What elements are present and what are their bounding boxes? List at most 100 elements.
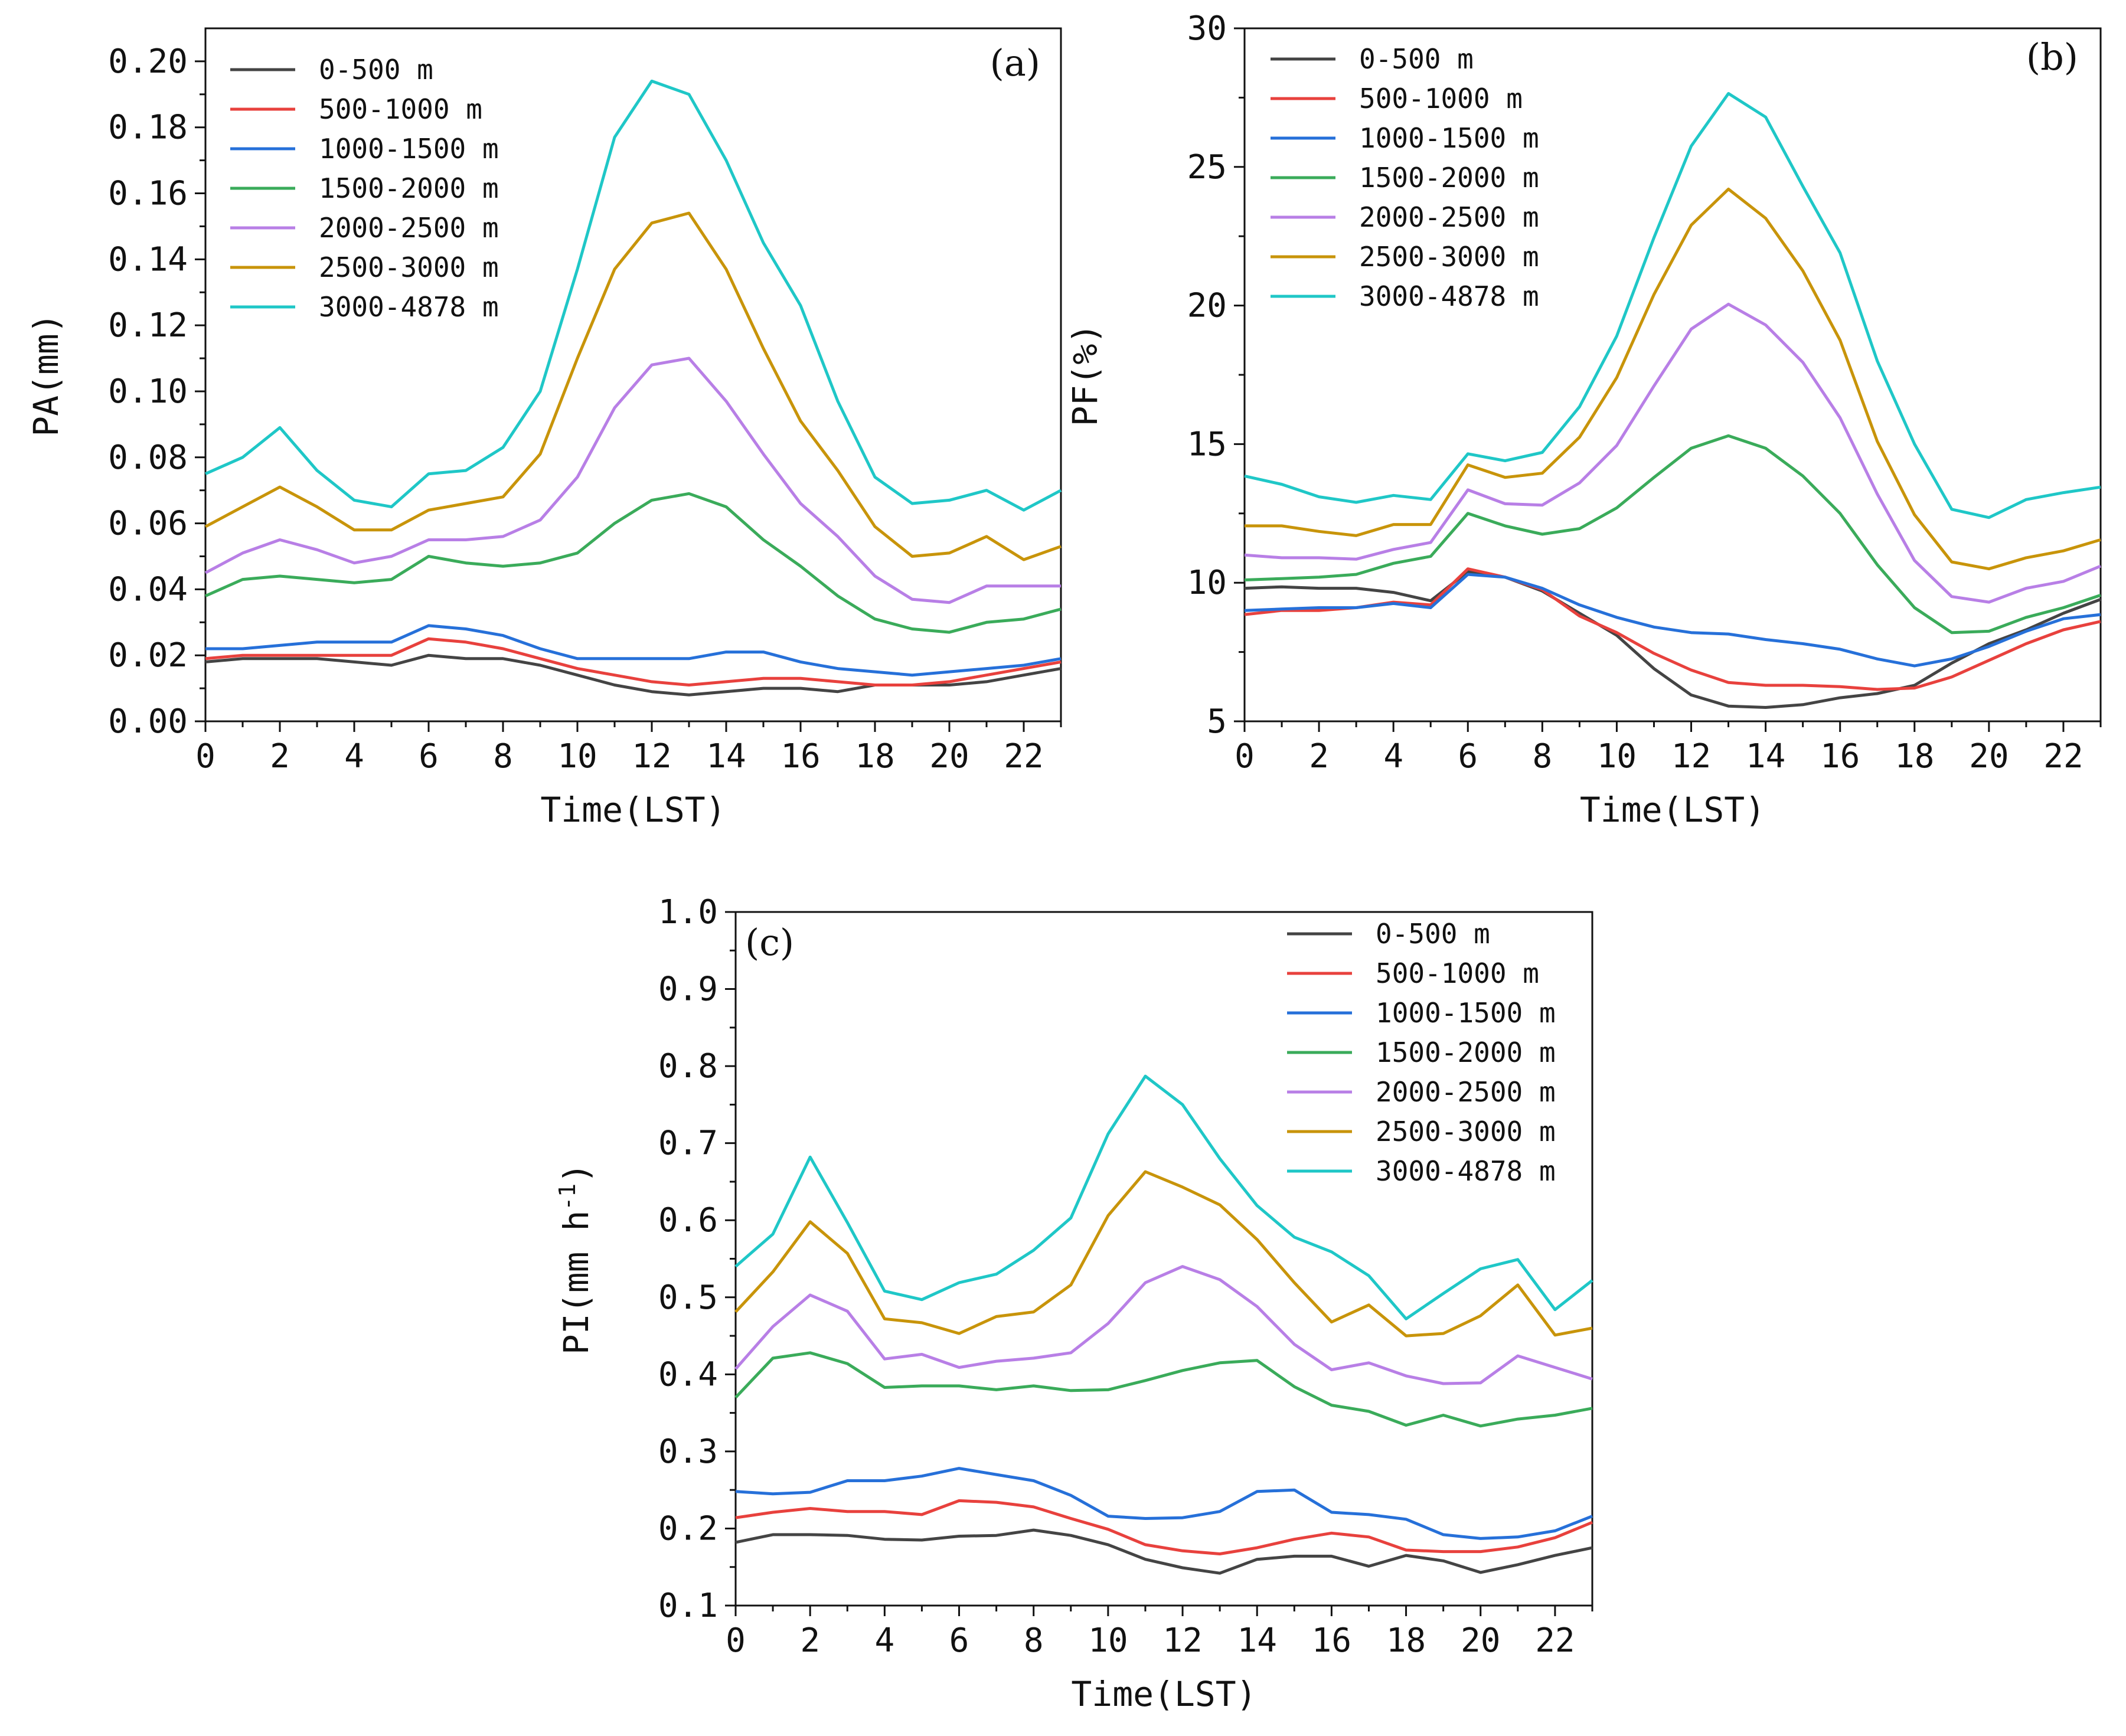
x-tick-label: 18	[1386, 1621, 1426, 1660]
x-tick-label: 12	[1671, 737, 1711, 776]
x-tick-label: 18	[855, 737, 894, 776]
series-line	[1244, 91, 2101, 519]
series-line	[204, 79, 1062, 512]
legend-label: 2500-3000 m	[319, 251, 499, 283]
legend-label: 500-1000 m	[319, 93, 482, 125]
panel-tag: (b)	[2026, 35, 2078, 79]
x-tick-label: 22	[1004, 737, 1043, 776]
legend-label: 500-1000 m	[1376, 957, 1539, 989]
series-line	[735, 1467, 1593, 1540]
x-tick-label: 2	[800, 1621, 820, 1660]
x-tick-label: 20	[929, 737, 969, 776]
x-tick-label: 0	[726, 1621, 746, 1660]
y-axis-title: PF(%)	[1065, 323, 1105, 427]
legend-label: 3000-4878 m	[319, 291, 499, 323]
panel-tag: (a)	[990, 41, 1040, 84]
legend-label: 2000-2500 m	[1376, 1076, 1556, 1108]
legend-label: 2000-2500 m	[319, 212, 499, 244]
legend-label: 2500-3000 m	[1359, 241, 1539, 273]
x-tick-label: 4	[874, 1621, 894, 1660]
y-tick-label: 0.4	[658, 1355, 718, 1394]
y-tick-label: 20	[1187, 287, 1227, 325]
x-tick-label: 16	[1312, 1621, 1351, 1660]
y-axis-title: PI(mm h-1)	[554, 1163, 596, 1355]
series-line	[1244, 302, 2101, 604]
x-tick-label: 14	[1237, 1621, 1276, 1660]
x-axis-title: Time(LST)	[1071, 1674, 1256, 1714]
legend: 0-500 m 500-1000 m 1000-1500 m 1500-2000 m 2…	[1287, 918, 1556, 1187]
legend-label: 3000-4878 m	[1359, 280, 1539, 312]
y-tick-label: 25	[1187, 148, 1227, 187]
x-tick-label: 12	[1162, 1621, 1202, 1660]
series-line	[734, 1074, 1593, 1320]
chart-panel-c: 0 2 4 6 8 10 12 14 16 18 20 22 0.1 0.2 0.3 0.4 0.5 0.6 0.7…	[554, 893, 1593, 1714]
series-line	[204, 357, 1061, 604]
legend-label: 0-500 m	[1376, 918, 1490, 950]
x-tick-label: 22	[1535, 1621, 1575, 1660]
y-tick-label: 0.02	[108, 636, 188, 675]
series-line	[205, 624, 1062, 677]
legend-label: 500-1000 m	[1359, 83, 1523, 115]
y-tick-label: 0.10	[108, 372, 188, 411]
legend: 0-500 m 500-1000 m 1000-1500 m 1500-2000 m 2…	[230, 54, 499, 323]
x-tick-label: 8	[493, 737, 513, 776]
x-tick-label: 22	[2043, 737, 2083, 776]
x-tick-label: 20	[1969, 737, 2009, 776]
y-tick-label: 0.12	[108, 306, 188, 345]
y-tick-label: 0.8	[658, 1047, 718, 1086]
series-line	[204, 211, 1062, 561]
y-tick-label: 1.0	[658, 893, 718, 931]
series-line	[734, 1170, 1593, 1338]
y-axis-title-end: )	[556, 1163, 596, 1184]
chart-panel-b: 0 2 4 6 8 10 12 14 16 18 20 22 5 10 15 20 25 30 Time(LST) P…	[1065, 9, 2102, 830]
legend-label: 0-500 m	[319, 54, 433, 86]
series-line	[1244, 570, 2101, 709]
legend-label: 1500-2000 m	[319, 172, 499, 204]
x-tick-label: 14	[1746, 737, 1785, 776]
y-tick-label: 0.18	[108, 109, 188, 147]
x-tick-label: 2	[1309, 737, 1329, 776]
y-tick-label: 0.1	[658, 1587, 718, 1625]
y-tick-label: 15	[1187, 425, 1227, 463]
x-axis-title: Time(LST)	[1580, 790, 1765, 830]
x-tick-label: 4	[344, 737, 364, 776]
series-line	[1244, 434, 2101, 635]
series-line	[205, 637, 1062, 686]
x-tick-label: 6	[1458, 737, 1478, 776]
y-axis-title-superscript: -1	[554, 1184, 580, 1211]
legend-label: 1500-2000 m	[1359, 162, 1539, 194]
x-tick-label: 14	[706, 737, 746, 776]
y-tick-label: 0.20	[108, 42, 188, 81]
x-tick-label: 10	[1088, 1621, 1128, 1660]
x-tick-label: 16	[1820, 737, 1860, 776]
legend-label: 2500-3000 m	[1376, 1116, 1556, 1147]
series-line	[735, 1528, 1593, 1575]
y-tick-label: 10	[1187, 564, 1227, 602]
y-tick-label: 0.5	[658, 1279, 718, 1317]
legend-label: 1000-1500 m	[319, 133, 499, 165]
x-tick-label: 16	[780, 737, 820, 776]
series-line	[205, 653, 1062, 697]
x-tick-label: 8	[1532, 737, 1552, 776]
series-line	[1244, 573, 2101, 668]
legend-label: 0-500 m	[1359, 43, 1474, 75]
x-tick-label: 4	[1383, 737, 1403, 776]
legend-label: 1000-1500 m	[1359, 122, 1539, 154]
y-tick-label: 30	[1187, 9, 1227, 48]
x-tick-label: 2	[270, 737, 290, 776]
x-axis-title: Time(LST)	[540, 790, 726, 830]
x-tick-label: 18	[1895, 737, 1934, 776]
y-tick-label: 0.6	[658, 1201, 718, 1240]
plot-frame	[204, 27, 1062, 722]
x-tick-label: 0	[1235, 737, 1255, 776]
chart-panel-a: 0 2 4 6 8 10 12 14 16 18 20 22 0.00 0.02 0.04 0.06 0.08 0…	[26, 27, 1062, 830]
y-tick-label: 0.14	[108, 240, 188, 279]
y-tick-label: 0.3	[658, 1433, 718, 1471]
x-tick-label: 8	[1024, 1621, 1044, 1660]
series-line	[1245, 187, 2101, 571]
series-line	[204, 492, 1062, 634]
y-tick-label: 0.7	[658, 1124, 718, 1163]
x-tick-label: 10	[1597, 737, 1637, 776]
panel-tag: (c)	[745, 921, 794, 964]
